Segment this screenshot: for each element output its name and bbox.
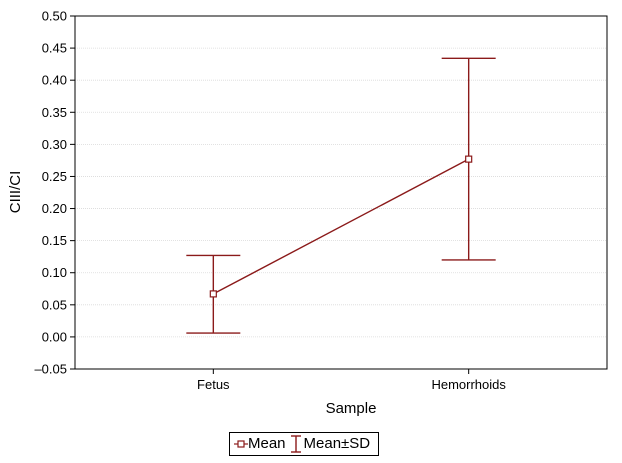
legend-errorbar-icon [290,435,301,453]
x-axis-title: Sample [326,400,377,417]
y-tick-label: 0.15 [42,233,67,248]
mean-line [212,158,470,295]
legend-label-sd: Mean±SD [303,435,371,452]
x-tick-label: Hemorrhoids [431,377,506,392]
legend-label-mean: Mean [248,435,286,452]
y-tick-label: 0.00 [42,329,67,344]
y-tick-label: 0.45 [42,41,67,56]
y-axis-title: CIII/CI [7,171,24,214]
y-axis: –0.05 0.00 0.05 0.10 0.15 0.20 0.25 0.30 0.35 0.4… [34,9,75,377]
y-tick-label: 0.50 [42,9,67,24]
plot-frame [74,15,608,370]
mean-marker [209,290,217,298]
y-tick-label: 0.40 [42,73,67,88]
series-mean [186,57,496,334]
y-tick-label: 0.25 [42,169,67,184]
y-tick-label: –0.05 [34,362,67,377]
y-tick-label: 0.05 [42,297,67,312]
x-axis: Fetus Hemorrhoids [197,369,506,392]
y-tick-label: 0.20 [42,201,67,216]
legend-item-sd: Mean±SD [288,433,371,455]
grid-lines [75,47,607,338]
y-tick-label: 0.10 [42,265,67,280]
y-tick-label: 0.35 [42,105,67,120]
y-tick-label: 0.30 [42,137,67,152]
mean-marker [465,155,473,163]
legend-item-mean: Mean [234,433,286,455]
legend-mean-marker-icon [234,440,248,448]
legend: Mean Mean±SD [229,432,380,456]
x-tick-label: Fetus [197,377,230,392]
